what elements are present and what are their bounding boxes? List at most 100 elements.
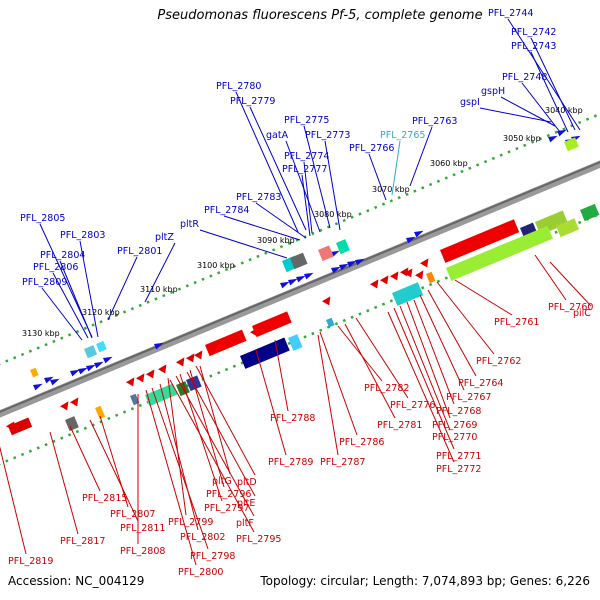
gene-block-slate bbox=[129, 393, 140, 406]
forward-gene-label: PFL_2805 bbox=[20, 213, 65, 224]
reverse-gene-arrow bbox=[390, 271, 399, 281]
forward-gene-label: PFL_2803 bbox=[60, 230, 105, 241]
forward-label-leader bbox=[479, 107, 552, 123]
reverse-label-leader bbox=[393, 307, 455, 450]
reverse-gene-label: PFL_2769 bbox=[432, 420, 477, 431]
reverse-gene-label: PFL_2781 bbox=[377, 420, 422, 431]
reverse-gene-label: pltE bbox=[237, 498, 255, 509]
gene-block-red bbox=[440, 219, 520, 263]
reverse-label-leader bbox=[89, 419, 139, 522]
reverse-label-leader bbox=[549, 261, 592, 307]
forward-gene-label: PFL_2779 bbox=[230, 96, 275, 107]
reverse-label-leader bbox=[255, 349, 287, 456]
reverse-label-leader bbox=[436, 281, 495, 355]
forward-gene-label: PFL_2777 bbox=[282, 164, 327, 175]
reverse-label-leader bbox=[419, 294, 465, 391]
reverse-gene-arrow bbox=[415, 270, 424, 280]
forward-gene-arrow bbox=[50, 378, 60, 386]
reverse-gene-label: PFL_2786 bbox=[339, 437, 384, 448]
forward-label-leader bbox=[368, 153, 387, 201]
kbp-tick-label: 3130 kbp bbox=[22, 329, 60, 338]
kbp-ticks: 3040 kbp 3050 kbp 3060 kbp 3070 kbp 3080 kbp… bbox=[22, 106, 583, 338]
kbp-tick-label: 3050 kbp bbox=[503, 134, 541, 143]
reverse-gene-label: PFL_2767 bbox=[446, 392, 491, 403]
reverse-label-leader bbox=[151, 387, 209, 550]
gene-block-lime bbox=[446, 225, 553, 281]
reverse-label-leader bbox=[49, 431, 79, 535]
forward-label-leader bbox=[144, 242, 176, 303]
forward-gene-label: PFL_2763 bbox=[412, 116, 457, 127]
gene-block-lime bbox=[564, 137, 579, 152]
reverse-label-leader bbox=[427, 289, 477, 377]
forward-gene-label: PFL_2743 bbox=[511, 41, 556, 52]
forward-label-leader bbox=[255, 202, 307, 239]
gene-block-orange bbox=[425, 271, 436, 284]
reverse-gene-label: PFL_2811 bbox=[120, 523, 165, 534]
forward-gene-label: gatA bbox=[266, 130, 289, 141]
reverse-gene-arrow bbox=[60, 401, 69, 411]
reverse-label-leader bbox=[317, 334, 339, 456]
forward-gene-arrow bbox=[44, 376, 54, 384]
reverse-gene-arrow bbox=[420, 258, 429, 268]
reverse-gene-arrow bbox=[194, 350, 203, 360]
forward-label-leader bbox=[530, 37, 576, 131]
gene-block-teal bbox=[335, 239, 350, 255]
gene-block-orange bbox=[29, 367, 39, 378]
reverse-label-leader bbox=[337, 325, 383, 382]
reverse-gene-label: pilC bbox=[573, 308, 591, 319]
forward-gene-label: PFL_2765 bbox=[380, 130, 425, 141]
forward-gene-label: PFL_2783 bbox=[236, 192, 281, 203]
gene-block-navy bbox=[240, 337, 290, 369]
reverse-label-leader bbox=[175, 375, 255, 517]
reverse-gene-label: PFL_2787 bbox=[320, 457, 365, 468]
forward-label-leader bbox=[303, 161, 313, 234]
forward-gene-arrow bbox=[347, 260, 357, 268]
forward-gene-arrow bbox=[86, 364, 96, 372]
reverse-gene-label: PFL_2776 bbox=[390, 400, 435, 411]
forward-gene-arrow bbox=[154, 342, 164, 350]
forward-gene-arrow bbox=[70, 369, 80, 377]
reverse-gene-label: pltF bbox=[236, 518, 254, 529]
forward-gene-label: PFL_2804 bbox=[40, 250, 85, 261]
forward-gene-label: PFL_2801 bbox=[117, 246, 162, 257]
reverse-gene-label: PFL_2807 bbox=[110, 509, 155, 520]
reverse-gene-label: PFL_2819 bbox=[8, 556, 53, 567]
topology-text: Topology: circular; Length: 7,074,893 bp… bbox=[260, 574, 590, 588]
forward-gene-label: PFL_2742 bbox=[511, 27, 556, 38]
forward-label-leader bbox=[409, 126, 433, 187]
kbp-tick-label: 3090 kbp bbox=[257, 236, 295, 245]
forward-label-leader bbox=[249, 106, 307, 231]
forward-gene-label: PFL_2744 bbox=[488, 8, 533, 19]
reverse-gene-label: PFL_2771 bbox=[436, 451, 481, 462]
reverse-gene-label: PFL_2772 bbox=[436, 464, 481, 475]
kbp-tick-label: 3070 kbp bbox=[372, 185, 410, 194]
forward-label-leader bbox=[530, 51, 569, 133]
kbp-tick-label: 3080 kbp bbox=[314, 210, 352, 219]
reverse-gene-arrow bbox=[70, 397, 79, 407]
reverse-gene-arrow bbox=[404, 268, 413, 278]
reverse-label-leader bbox=[0, 446, 27, 555]
reverse-gene-label: PFL_2808 bbox=[120, 546, 165, 557]
reverse-gene-label: PFL_2762 bbox=[476, 356, 521, 367]
reverse-gene-label: PFL_2789 bbox=[268, 457, 313, 468]
forward-label-leader bbox=[521, 82, 561, 133]
gene-block-cyan bbox=[96, 340, 107, 353]
reverse-gene-label: PFL_2760 bbox=[548, 302, 593, 313]
reverse-label-leader bbox=[344, 323, 396, 419]
forward-gene-label: PFL_2806 bbox=[33, 262, 78, 273]
reverse-label-leader bbox=[159, 383, 199, 531]
forward-gene-label: PFL_2780 bbox=[216, 81, 261, 92]
forward-label-leader bbox=[301, 174, 311, 237]
reverse-gene-label: PFL_2768 bbox=[436, 406, 481, 417]
forward-label-leader bbox=[223, 215, 301, 241]
reverse-gene-arrow bbox=[322, 296, 331, 306]
forward-gene-arrow bbox=[94, 361, 104, 369]
forward-label-leader bbox=[303, 125, 331, 229]
forward-gene-label: PFL_2774 bbox=[284, 151, 329, 162]
forward-gene-label: PFL_2748 bbox=[502, 72, 547, 83]
forward-gene-arrow bbox=[78, 367, 88, 375]
kbp-tick-label: 3120 kbp bbox=[82, 308, 120, 317]
gene-block-cyan bbox=[84, 345, 98, 359]
gene-block-cyan bbox=[288, 334, 303, 351]
